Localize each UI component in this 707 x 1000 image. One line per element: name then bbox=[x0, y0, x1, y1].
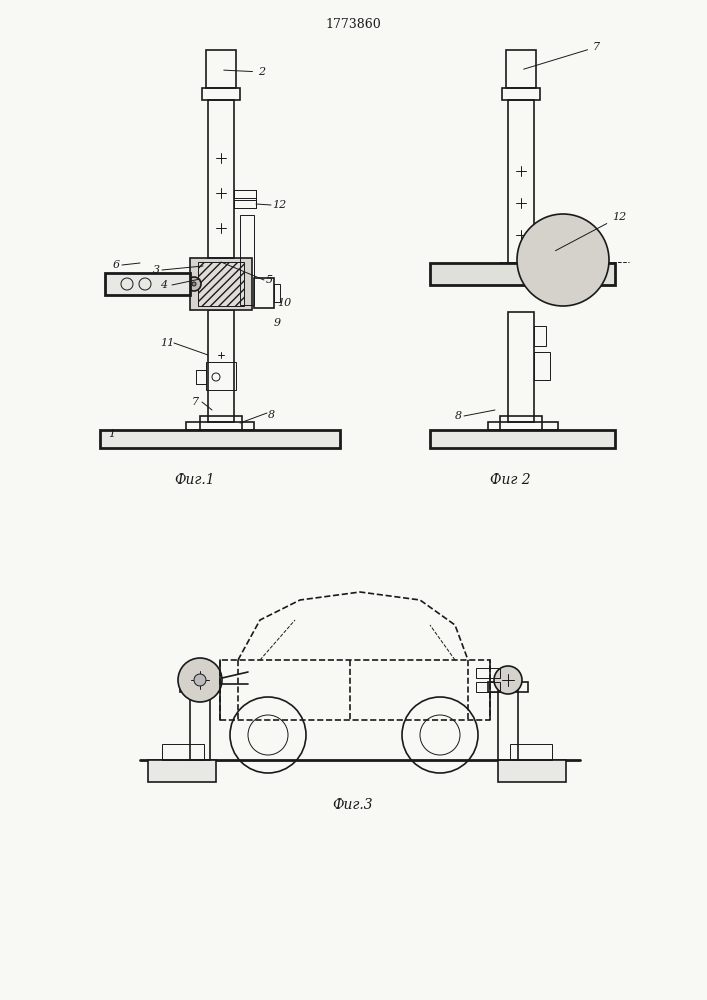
Text: Фиг.3: Фиг.3 bbox=[333, 798, 373, 812]
Circle shape bbox=[574, 253, 592, 271]
Text: 1773860: 1773860 bbox=[325, 18, 381, 31]
Bar bbox=[502, 88, 540, 100]
Bar bbox=[100, 430, 340, 448]
Bar bbox=[498, 760, 566, 782]
Bar bbox=[202, 88, 240, 100]
Bar bbox=[534, 352, 550, 380]
Circle shape bbox=[187, 277, 201, 291]
Text: 2: 2 bbox=[224, 67, 265, 77]
Bar bbox=[190, 258, 252, 310]
Bar bbox=[274, 284, 280, 302]
Text: 8: 8 bbox=[455, 411, 462, 421]
Text: 1: 1 bbox=[108, 429, 115, 439]
Bar bbox=[180, 682, 220, 692]
Wedge shape bbox=[517, 214, 609, 306]
Bar bbox=[510, 744, 552, 760]
Bar bbox=[508, 312, 534, 422]
Bar bbox=[500, 416, 542, 430]
Bar bbox=[105, 273, 190, 295]
Bar bbox=[198, 262, 244, 306]
Bar bbox=[162, 744, 204, 760]
Text: 8: 8 bbox=[268, 410, 275, 420]
Bar bbox=[240, 215, 254, 305]
Text: 10: 10 bbox=[277, 298, 291, 308]
Text: 11: 11 bbox=[160, 338, 174, 348]
Text: 5: 5 bbox=[266, 275, 273, 285]
Bar bbox=[206, 50, 236, 88]
Bar bbox=[200, 416, 242, 430]
Text: 4: 4 bbox=[160, 280, 167, 290]
Bar bbox=[148, 760, 216, 782]
Bar bbox=[234, 190, 256, 198]
Text: Фиг 2: Фиг 2 bbox=[490, 473, 530, 487]
Bar bbox=[488, 682, 528, 692]
Text: 7: 7 bbox=[524, 42, 600, 69]
Bar bbox=[506, 50, 536, 88]
Circle shape bbox=[194, 674, 206, 686]
Bar bbox=[430, 263, 615, 285]
Bar bbox=[206, 362, 236, 390]
Bar bbox=[186, 422, 254, 430]
Bar bbox=[476, 682, 500, 692]
Bar bbox=[254, 278, 274, 308]
Circle shape bbox=[178, 658, 222, 702]
Bar bbox=[508, 100, 534, 263]
Bar bbox=[534, 326, 546, 346]
Text: 12: 12 bbox=[272, 200, 286, 210]
Bar bbox=[488, 422, 558, 430]
Text: 9: 9 bbox=[274, 318, 281, 328]
Text: 7: 7 bbox=[192, 397, 199, 407]
Text: 12: 12 bbox=[556, 212, 626, 251]
Text: 6: 6 bbox=[113, 260, 120, 270]
Circle shape bbox=[192, 282, 196, 286]
Bar bbox=[234, 200, 256, 208]
Text: Фиг.1: Фиг.1 bbox=[175, 473, 216, 487]
Bar bbox=[430, 430, 615, 448]
Bar bbox=[498, 685, 518, 760]
Bar bbox=[208, 310, 234, 422]
Circle shape bbox=[494, 666, 522, 694]
Text: 3: 3 bbox=[153, 265, 160, 275]
Bar bbox=[208, 100, 234, 258]
Bar bbox=[476, 668, 500, 678]
Bar bbox=[190, 685, 210, 760]
